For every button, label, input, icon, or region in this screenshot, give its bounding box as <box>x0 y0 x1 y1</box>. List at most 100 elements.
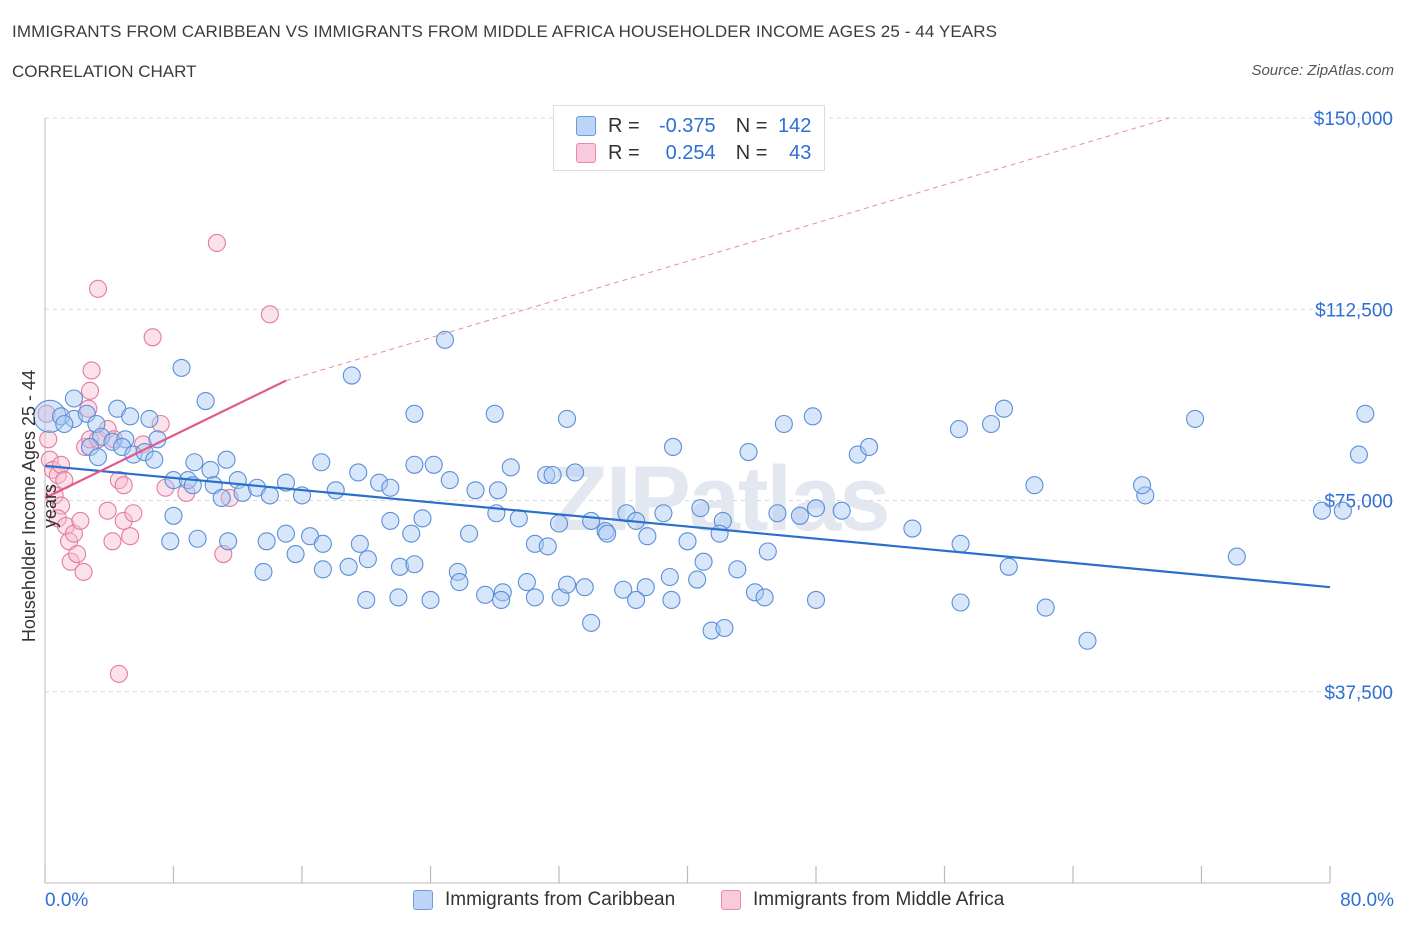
x-tick-label-min: 0.0% <box>45 890 89 911</box>
r-label: R = <box>608 114 640 137</box>
data-point-caribbean <box>903 519 922 538</box>
data-point-caribbean <box>92 427 111 446</box>
data-point-middle-africa <box>207 233 226 252</box>
data-point-caribbean <box>488 481 508 500</box>
y-tick-label: $150,000 <box>1314 109 1393 130</box>
data-point-caribbean <box>557 575 577 594</box>
data-point-caribbean <box>313 534 332 553</box>
data-point-caribbean <box>774 414 793 434</box>
data-point-caribbean <box>999 557 1018 576</box>
data-point-caribbean <box>951 593 970 612</box>
watermark: ZIPatlas <box>552 448 889 550</box>
data-point-caribbean <box>678 532 697 551</box>
data-point-caribbean <box>88 448 108 467</box>
data-point-caribbean <box>1136 486 1155 505</box>
trend-line-caribbean <box>44 464 1331 589</box>
trend-lines <box>44 117 1331 589</box>
data-point-caribbean <box>538 537 557 556</box>
data-point-caribbean <box>405 404 424 423</box>
data-point-middle-africa <box>109 664 128 683</box>
data-point-caribbean <box>440 471 459 490</box>
source-label: Source: ZipAtlas.com <box>1251 62 1394 79</box>
r-label: R = <box>608 141 640 164</box>
data-point-caribbean <box>691 499 710 518</box>
data-point-caribbean <box>349 463 368 482</box>
legend-item-middle-africa[interactable]: Immigrants from Middle Africa <box>721 889 1004 911</box>
data-point-caribbean <box>435 330 455 349</box>
data-point-caribbean <box>582 613 601 632</box>
caribbean-swatch <box>576 116 596 136</box>
n-label: N = <box>735 114 768 137</box>
data-point-caribbean <box>694 552 713 571</box>
grid-lines <box>45 117 1395 693</box>
data-point-caribbean <box>381 511 400 530</box>
data-point-caribbean <box>257 532 276 551</box>
data-point-caribbean <box>140 409 159 428</box>
data-point-caribbean <box>55 414 74 434</box>
data-point-caribbean <box>1349 445 1368 464</box>
data-point-caribbean <box>389 588 408 607</box>
x-tick-label-max: 80.0% <box>1340 890 1394 911</box>
data-point-caribbean <box>636 578 655 597</box>
y-tick-label: $37,500 <box>1324 683 1393 704</box>
data-point-caribbean <box>476 585 495 604</box>
chart-title: IMMIGRANTS FROM CARIBBEAN VS IMMIGRANTS … <box>12 22 998 41</box>
r-value: 0.254 <box>665 141 716 164</box>
y-axis-label: Householder Income Ages 25 - 44 years <box>19 369 60 643</box>
data-point-middle-africa <box>68 544 87 564</box>
data-point-caribbean <box>755 588 774 607</box>
data-point-caribbean <box>728 560 747 579</box>
data-point-caribbean <box>1025 476 1044 495</box>
data-point-middle-africa <box>80 381 100 400</box>
data-point-caribbean <box>286 544 305 564</box>
data-point-caribbean <box>566 463 585 482</box>
data-point-caribbean <box>557 409 577 428</box>
data-point-middle-africa <box>37 404 56 423</box>
data-point-caribbean <box>185 453 204 472</box>
data-point-caribbean <box>627 590 646 610</box>
data-point-caribbean <box>994 399 1013 418</box>
data-point-middle-africa <box>260 305 279 324</box>
data-point-caribbean <box>405 455 424 474</box>
data-point-caribbean <box>421 590 440 610</box>
stats-legend: R = -0.375 N = 142 R = 0.254 N = 43 <box>553 105 825 171</box>
data-point-caribbean <box>1333 501 1352 520</box>
data-point-caribbean <box>342 366 361 385</box>
data-point-caribbean <box>1036 598 1055 617</box>
data-point-caribbean <box>172 358 191 377</box>
data-point-caribbean <box>614 580 633 599</box>
data-point-middle-africa <box>143 328 162 347</box>
data-point-caribbean <box>358 550 377 569</box>
data-point-caribbean <box>654 504 673 523</box>
y-tick-labels: $37,500 $75,000 $112,500 $150,000 <box>1314 109 1393 704</box>
data-point-caribbean <box>196 391 215 411</box>
data-point-caribbean <box>517 573 536 592</box>
data-point-caribbean <box>543 465 562 485</box>
data-point-caribbean <box>145 450 164 469</box>
data-point-caribbean <box>161 532 180 551</box>
data-point-middle-africa <box>109 471 128 490</box>
data-point-caribbean <box>549 514 569 533</box>
data-point-middle-africa <box>88 279 108 298</box>
series-middle-africa-points <box>37 233 279 683</box>
data-point-caribbean <box>662 590 681 610</box>
y-tick-label: $112,500 <box>1315 300 1393 321</box>
data-point-caribbean <box>492 590 511 610</box>
legend-label-caribbean: Immigrants from Caribbean <box>445 889 676 910</box>
data-point-caribbean <box>413 509 432 528</box>
data-point-caribbean <box>276 524 295 543</box>
data-point-caribbean <box>188 529 207 548</box>
data-point-caribbean <box>501 458 520 477</box>
legend-item-caribbean[interactable]: Immigrants from Caribbean <box>413 889 675 911</box>
trend-line-middle-africa <box>44 379 287 499</box>
r-value: -0.375 <box>658 114 716 137</box>
middle-africa-swatch <box>576 143 596 163</box>
data-point-caribbean <box>326 481 345 500</box>
axes <box>44 118 1331 884</box>
data-point-middle-africa <box>124 504 143 523</box>
data-point-caribbean <box>790 506 809 525</box>
data-point-caribbean <box>164 471 183 490</box>
chart-subtitle: CORRELATION CHART <box>12 62 197 81</box>
middle-africa-swatch <box>721 890 741 910</box>
